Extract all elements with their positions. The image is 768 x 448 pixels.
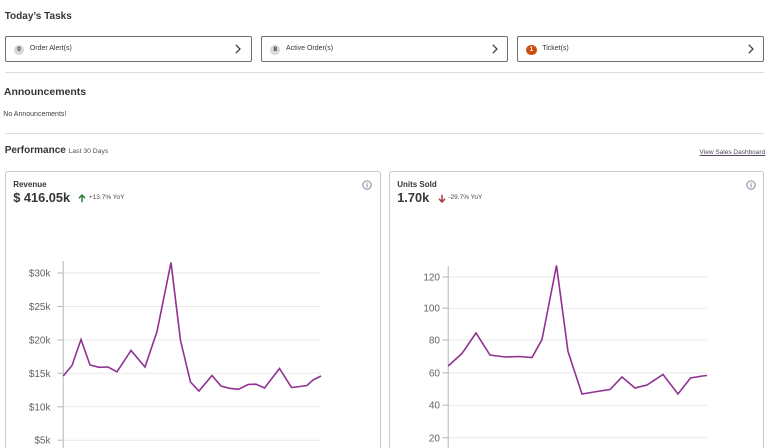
svg-text:40: 40 xyxy=(429,401,441,412)
svg-text:20: 20 xyxy=(429,433,441,444)
svg-text:80: 80 xyxy=(429,336,441,347)
svg-text:100: 100 xyxy=(423,304,440,315)
svg-text:$5k: $5k xyxy=(34,436,51,447)
svg-text:60: 60 xyxy=(429,368,441,379)
svg-text:$25k: $25k xyxy=(29,302,52,313)
svg-text:$30k: $30k xyxy=(29,269,52,280)
svg-text:$15k: $15k xyxy=(29,369,52,380)
svg-text:$20k: $20k xyxy=(29,336,52,347)
svg-text:120: 120 xyxy=(423,273,440,284)
svg-text:$10k: $10k xyxy=(29,402,52,413)
